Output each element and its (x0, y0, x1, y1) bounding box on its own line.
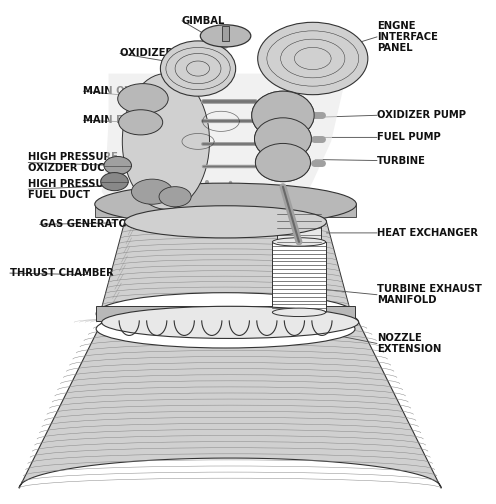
Text: TURBINE: TURBINE (377, 156, 426, 165)
Text: OXIDIZER DOME: OXIDIZER DOME (120, 48, 210, 58)
Ellipse shape (102, 306, 359, 339)
Ellipse shape (96, 310, 355, 348)
Ellipse shape (159, 186, 191, 207)
Polygon shape (96, 306, 355, 322)
Ellipse shape (258, 22, 368, 95)
Text: ENGNE
INTERFACE
PANEL: ENGNE INTERFACE PANEL (377, 21, 438, 53)
Text: MAIN FUEL VALVE: MAIN FUEL VALVE (83, 115, 182, 125)
Text: NOZZLE
EXTENSION: NOZZLE EXTENSION (377, 333, 441, 354)
Bar (272, 242, 325, 312)
Ellipse shape (96, 293, 355, 335)
Ellipse shape (104, 157, 131, 174)
Ellipse shape (272, 238, 325, 246)
Text: HEAT EXCHANGER: HEAT EXCHANGER (377, 228, 478, 238)
Ellipse shape (254, 118, 311, 160)
Polygon shape (95, 204, 356, 217)
Ellipse shape (123, 74, 209, 209)
Ellipse shape (252, 91, 314, 140)
Text: FUEL PUMP: FUEL PUMP (377, 133, 441, 143)
Text: GIMBAL: GIMBAL (182, 16, 225, 26)
Text: THRUST CHAMBER: THRUST CHAMBER (10, 268, 114, 278)
Ellipse shape (255, 144, 310, 181)
Bar (222, 26, 229, 41)
Polygon shape (102, 74, 345, 202)
Text: GAS GENERATOR: GAS GENERATOR (40, 219, 134, 229)
Ellipse shape (131, 179, 173, 204)
Polygon shape (98, 206, 353, 322)
Ellipse shape (118, 84, 168, 114)
Polygon shape (19, 302, 441, 488)
Ellipse shape (119, 110, 163, 135)
Ellipse shape (272, 308, 325, 317)
Text: TURBINE EXHAUST
MANIFOLD: TURBINE EXHAUST MANIFOLD (377, 284, 482, 305)
Ellipse shape (254, 118, 311, 160)
Ellipse shape (160, 41, 236, 96)
Text: HIGH PRESSURE
OXIZDER DUCT: HIGH PRESSURE OXIZDER DUCT (28, 152, 118, 173)
Ellipse shape (255, 144, 310, 181)
Ellipse shape (124, 206, 326, 238)
Ellipse shape (95, 183, 356, 225)
Text: HIGH PRESSURE
FUEL DUCT: HIGH PRESSURE FUEL DUCT (28, 178, 118, 200)
Bar (277, 214, 321, 242)
Ellipse shape (200, 25, 251, 47)
Ellipse shape (101, 172, 128, 191)
Ellipse shape (252, 91, 314, 140)
Text: MAIN OXIDIZER VALVE: MAIN OXIDIZER VALVE (83, 86, 207, 96)
Text: OXIDIZER PUMP: OXIDIZER PUMP (377, 110, 466, 120)
